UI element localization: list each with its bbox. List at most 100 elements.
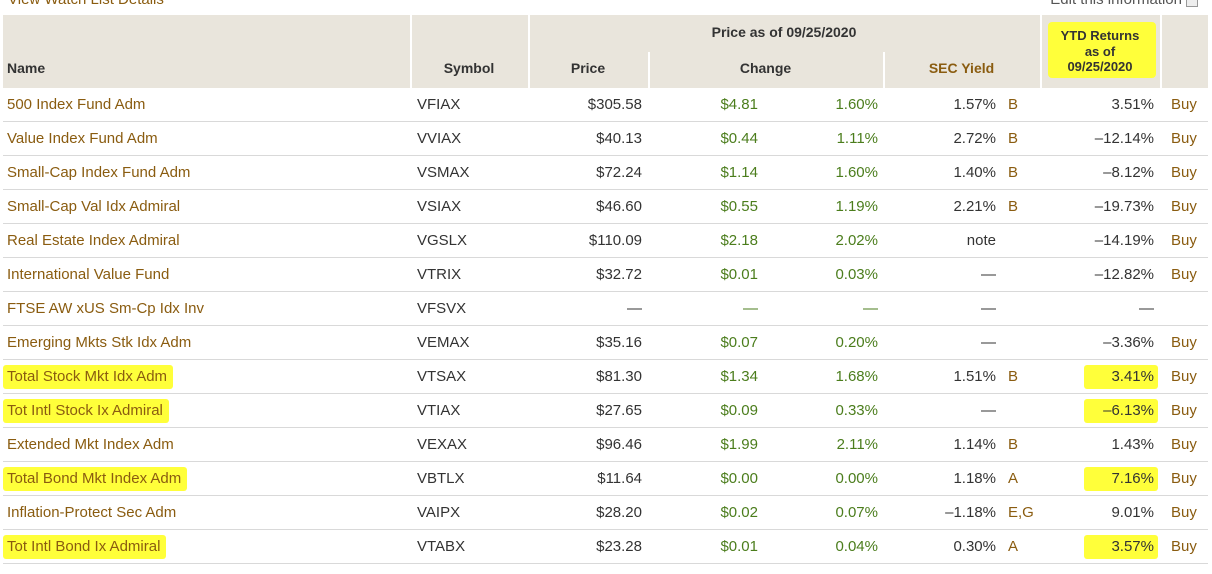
buy-link[interactable]: Buy bbox=[1171, 436, 1197, 453]
fund-name[interactable]: International Value Fund bbox=[7, 266, 170, 283]
change: $0.01 bbox=[720, 538, 758, 555]
sec-yield: –1.18% bbox=[945, 504, 996, 521]
row-divider bbox=[3, 427, 1208, 428]
fund-name[interactable]: Real Estate Index Admiral bbox=[7, 232, 180, 249]
sec-grade[interactable]: B bbox=[1008, 96, 1019, 113]
row-divider bbox=[3, 223, 1208, 224]
sec-grade[interactable]: B bbox=[1008, 198, 1019, 215]
buy-link[interactable]: Buy bbox=[1171, 130, 1197, 147]
sec-yield: — bbox=[981, 402, 996, 419]
fund-name[interactable]: Tot Intl Bond Ix Admiral bbox=[7, 538, 161, 555]
sec-grade[interactable]: E,G bbox=[1008, 504, 1034, 521]
fund-name[interactable]: Inflation-Protect Sec Adm bbox=[7, 504, 177, 521]
ytd-return: 7.16% bbox=[1111, 470, 1154, 487]
buy-link[interactable]: Buy bbox=[1171, 232, 1197, 249]
buy-link[interactable]: Buy bbox=[1171, 504, 1197, 521]
ytd-return: 3.57% bbox=[1111, 538, 1154, 555]
price: $35.16 bbox=[596, 334, 642, 351]
fund-name[interactable]: 500 Index Fund Adm bbox=[7, 96, 146, 113]
change-percent: — bbox=[863, 300, 878, 317]
edit-link[interactable]: Edit this information bbox=[1050, 0, 1182, 8]
buy-link[interactable]: Buy bbox=[1171, 334, 1197, 351]
sec-grade[interactable]: B bbox=[1008, 368, 1019, 385]
change-percent: 0.00% bbox=[835, 470, 878, 487]
change: $0.55 bbox=[720, 198, 758, 215]
buy-link[interactable]: Buy bbox=[1171, 368, 1197, 385]
change: $4.81 bbox=[720, 96, 758, 113]
buy-link[interactable]: Buy bbox=[1171, 198, 1197, 215]
edit-icon[interactable] bbox=[1186, 0, 1198, 7]
header-symbol: Symbol bbox=[443, 60, 495, 76]
symbol: VTSAX bbox=[417, 368, 467, 385]
price: $46.60 bbox=[596, 198, 642, 215]
symbol: VTRIX bbox=[417, 266, 462, 283]
ytd-return: 3.41% bbox=[1111, 368, 1154, 385]
change: $0.00 bbox=[720, 470, 758, 487]
change: $0.09 bbox=[720, 402, 758, 419]
row-divider bbox=[3, 325, 1208, 326]
row-divider bbox=[3, 257, 1208, 258]
row-divider bbox=[3, 121, 1208, 122]
change: $0.07 bbox=[720, 334, 758, 351]
change-percent: 1.11% bbox=[836, 130, 878, 147]
ytd-return: — bbox=[1139, 300, 1154, 317]
highlight bbox=[3, 365, 173, 389]
change-percent: 2.02% bbox=[835, 232, 878, 249]
buy-link[interactable]: Buy bbox=[1171, 402, 1197, 419]
fund-name[interactable]: FTSE AW xUS Sm-Cp Idx Inv bbox=[7, 300, 204, 317]
symbol: VTABX bbox=[417, 538, 466, 555]
ytd-return: 9.01% bbox=[1111, 504, 1154, 521]
fund-name[interactable]: Small-Cap Index Fund Adm bbox=[7, 164, 191, 181]
header-ytd-line: YTD Returns bbox=[1060, 28, 1140, 43]
change: $1.14 bbox=[720, 164, 758, 181]
change: $0.02 bbox=[720, 504, 758, 521]
sec-grade[interactable]: B bbox=[1008, 164, 1019, 181]
fund-name[interactable]: Tot Intl Stock Ix Admiral bbox=[7, 402, 163, 419]
row-divider bbox=[3, 155, 1208, 156]
buy-link[interactable]: Buy bbox=[1171, 470, 1197, 487]
change: $1.99 bbox=[720, 436, 758, 453]
change-percent: 1.19% bbox=[835, 198, 878, 215]
highlight bbox=[1084, 535, 1158, 559]
highlight bbox=[1048, 22, 1156, 78]
change-percent: 2.11% bbox=[836, 436, 878, 453]
change-percent: 1.60% bbox=[835, 164, 878, 181]
header-ytd-line: 09/25/2020 bbox=[1067, 59, 1133, 74]
symbol: VSMAX bbox=[417, 164, 470, 181]
separator bbox=[1160, 15, 1162, 88]
price: $305.58 bbox=[587, 96, 642, 113]
sec-grade[interactable]: A bbox=[1008, 470, 1019, 487]
fund-name[interactable]: Small-Cap Val Idx Admiral bbox=[7, 198, 181, 215]
watch-list-link[interactable]: View Watch List Details bbox=[8, 0, 164, 8]
buy-link[interactable]: Buy bbox=[1171, 96, 1197, 113]
fund-name[interactable]: Value Index Fund Adm bbox=[7, 130, 158, 147]
fund-name[interactable]: Total Stock Mkt Idx Adm bbox=[7, 368, 168, 385]
ytd-return: –12.14% bbox=[1094, 130, 1154, 147]
change-percent: 0.04% bbox=[835, 538, 878, 555]
sec-yield: 1.51% bbox=[953, 368, 996, 385]
price: $110.09 bbox=[588, 232, 642, 249]
sec-yield: 0.30% bbox=[953, 538, 996, 555]
price: $27.65 bbox=[596, 402, 642, 419]
sec-grade[interactable]: B bbox=[1008, 436, 1019, 453]
header-ytd: YTD Returns as of 09/25/2020 bbox=[1040, 28, 1160, 75]
change: $0.01 bbox=[720, 266, 758, 283]
header-name: Name bbox=[7, 60, 46, 76]
buy-link[interactable]: Buy bbox=[1171, 266, 1197, 283]
highlight bbox=[1084, 399, 1158, 423]
row-divider bbox=[3, 495, 1208, 496]
fund-name[interactable]: Emerging Mkts Stk Idx Adm bbox=[7, 334, 192, 351]
sec-grade[interactable]: B bbox=[1008, 130, 1019, 147]
fund-name[interactable]: Total Bond Mkt Index Adm bbox=[7, 470, 182, 487]
price: $32.72 bbox=[596, 266, 642, 283]
symbol: VFSVX bbox=[417, 300, 467, 317]
buy-link[interactable]: Buy bbox=[1171, 538, 1197, 555]
fund-name[interactable]: Extended Mkt Index Adm bbox=[7, 436, 174, 453]
price: $96.46 bbox=[596, 436, 642, 453]
sec-grade[interactable]: A bbox=[1008, 538, 1019, 555]
buy-link[interactable]: Buy bbox=[1171, 164, 1197, 181]
change-percent: 1.68% bbox=[835, 368, 878, 385]
header-sec-yield: SEC Yield bbox=[928, 60, 995, 76]
highlight bbox=[1084, 467, 1158, 491]
table-header bbox=[3, 15, 1208, 88]
